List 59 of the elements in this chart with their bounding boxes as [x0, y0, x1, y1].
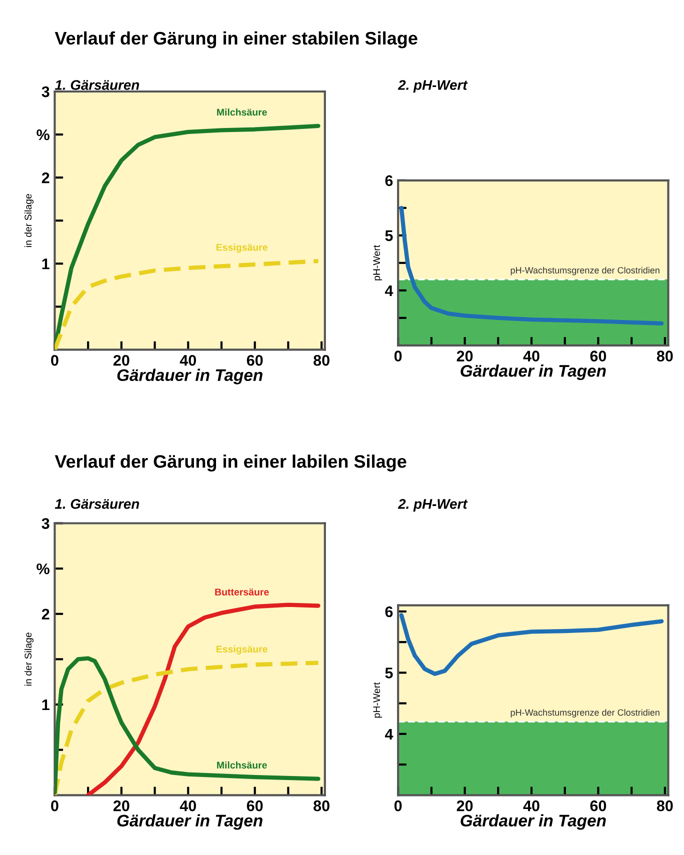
y-tick-label: 5: [385, 668, 393, 678]
x-tick-label: 0: [51, 800, 58, 812]
x-tick-label: 40: [523, 350, 540, 362]
y-tick-label: 1: [42, 258, 50, 270]
text: Verlauf der Gärung in einer stabilen Silage: [54, 31, 418, 48]
x-tick-label: 40: [180, 354, 196, 366]
x-tick-label: 60: [246, 354, 263, 366]
x-axis-title: Gärdauer in Tagen: [460, 814, 606, 830]
chart-title: 1. Gärsäuren: [54, 499, 140, 509]
y-tick-label: 6: [385, 606, 393, 618]
x-tick-label: 80: [314, 354, 330, 366]
y-tick-label: 1: [42, 700, 50, 710]
x-axis-title: Gärdauer in Tagen: [117, 814, 262, 830]
ref-line-label: pH-Wachstumsgrenze der Clostridien: [510, 709, 660, 718]
y-tick-label: 6: [385, 175, 393, 186]
series-label: Milchsäure: [217, 761, 267, 769]
x-tick-label: 80: [656, 350, 673, 362]
y-axis-title: in der Silage: [24, 632, 34, 686]
x-tick-label: 60: [590, 800, 606, 812]
text: Verlauf der Gärung in einer labilen Silage: [54, 454, 406, 472]
x-tick-label: 60: [590, 350, 606, 362]
y-tick-label: 4: [384, 285, 394, 296]
x-tick-label: 20: [113, 800, 130, 812]
x-tick-label: 40: [523, 800, 540, 812]
x-tick-label: 0: [394, 800, 402, 812]
series-label: Essigsäure: [216, 244, 268, 253]
ref-line-label: pH-Wachstumsgrenze der Clostridien: [510, 266, 660, 276]
y-axis-title: pH-Wert: [373, 682, 382, 718]
chart-title: 1. Gärsäuren: [54, 80, 140, 90]
chart-title: 2. pH-Wert: [398, 499, 468, 512]
y-tick-label: %: [36, 563, 50, 574]
y-tick-label: 3: [42, 518, 50, 529]
x-tick-label: 0: [394, 350, 402, 362]
y-tick-label: 5: [385, 230, 393, 242]
line-series: [399, 206, 664, 326]
y-tick-label: 2: [42, 608, 50, 620]
line-series: [86, 602, 320, 796]
y-axis-title: in der Silage: [24, 194, 34, 247]
x-axis-title: Gärdauer in Tagen: [460, 364, 606, 380]
x-tick-label: 20: [456, 350, 473, 362]
y-tick-label: 4: [384, 728, 394, 740]
series-label: Essigsäure: [216, 645, 268, 654]
series-label: Milchsäure: [217, 108, 267, 116]
x-tick-label: 60: [246, 800, 263, 812]
x-tick-label: 80: [314, 800, 330, 812]
x-tick-label: 0: [51, 354, 58, 366]
x-tick-label: 80: [656, 800, 673, 812]
line-series: [399, 613, 664, 676]
y-tick-label: 3: [42, 86, 50, 98]
y-tick-label: 2: [42, 172, 50, 184]
x-tick-label: 20: [113, 354, 130, 366]
chart-title: 2. pH-Wert: [398, 80, 468, 93]
x-tick-label: 20: [456, 800, 473, 812]
y-axis-title: pH-Wert: [373, 244, 382, 280]
x-axis-title: Gärdauer in Tagen: [117, 368, 262, 384]
series-label: Buttersäure: [215, 588, 269, 596]
x-tick-label: 40: [180, 800, 196, 812]
line-series: [54, 258, 320, 350]
y-tick-label: %: [36, 129, 50, 140]
